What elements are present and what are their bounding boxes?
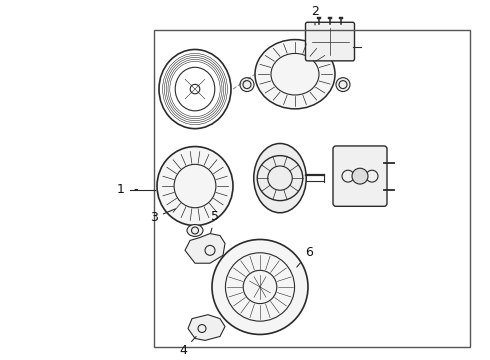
- Text: 6: 6: [297, 246, 313, 267]
- Ellipse shape: [336, 78, 350, 91]
- Bar: [154, 30, 470, 347]
- Bar: [339, 17, 343, 19]
- Polygon shape: [185, 234, 225, 263]
- Ellipse shape: [254, 144, 306, 213]
- FancyBboxPatch shape: [333, 146, 387, 206]
- Circle shape: [352, 168, 368, 184]
- Ellipse shape: [240, 78, 254, 91]
- Circle shape: [190, 84, 200, 94]
- Bar: [317, 17, 321, 19]
- Text: 4: 4: [179, 337, 196, 357]
- Ellipse shape: [255, 40, 335, 109]
- Polygon shape: [188, 315, 225, 341]
- Text: 1: 1: [117, 184, 125, 197]
- Circle shape: [212, 239, 308, 334]
- Text: 5: 5: [211, 210, 219, 233]
- FancyBboxPatch shape: [305, 22, 354, 61]
- Text: 2: 2: [311, 5, 319, 25]
- Bar: [328, 17, 332, 19]
- Text: -: -: [133, 184, 138, 197]
- Ellipse shape: [187, 225, 203, 237]
- Text: 3: 3: [150, 209, 175, 224]
- Ellipse shape: [157, 147, 233, 225]
